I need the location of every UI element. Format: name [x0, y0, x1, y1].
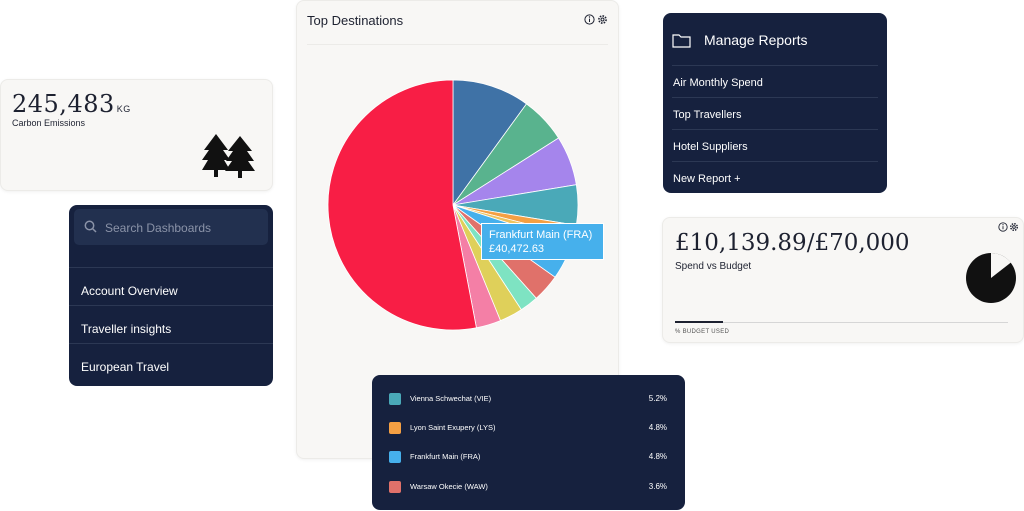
spend-vs-budget-card: £10,139.89/£70,000 Spend vs Budget % BUD… [662, 217, 1024, 343]
report-hotel-suppliers[interactable]: Hotel Suppliers [672, 129, 878, 161]
folder-icon [672, 33, 691, 48]
budget-pie-icon [966, 253, 1016, 303]
legend-percent: 4.8% [648, 423, 667, 432]
carbon-label: Carbon Emissions [12, 118, 86, 128]
pie-tooltip: Frankfurt Main (FRA) £40,472.63 [481, 223, 604, 260]
manage-reports-card: Manage Reports Air Monthly Spend Top Tra… [663, 13, 887, 193]
legend-row: Vienna Schwechat (VIE) 5.2% [389, 393, 669, 423]
tooltip-value: £40,472.63 [489, 243, 545, 255]
gear-icon[interactable] [1009, 222, 1019, 232]
card-title: Top Destinations [307, 13, 404, 28]
legend-name: Frankfurt Main (FRA) [410, 452, 481, 461]
pie-slice[interactable] [327, 79, 477, 331]
legend-percent: 4.8% [648, 452, 667, 461]
legend-swatch [389, 481, 401, 493]
spend-label: Spend vs Budget [675, 261, 752, 272]
carbon-emissions-card: 245,483 KG Carbon Emissions [0, 79, 273, 191]
search-icon [84, 220, 97, 233]
trees-icon [202, 134, 255, 178]
legend-name: Warsaw Okecie (WAW) [410, 482, 488, 491]
legend-percent: 5.2% [648, 394, 667, 403]
carbon-value: 245,483 KG [12, 90, 131, 118]
legend-row: Warsaw Okecie (WAW) 3.6% [389, 481, 669, 511]
pie-slice[interactable] [452, 79, 528, 207]
divider [307, 44, 608, 45]
tooltip-name: Frankfurt Main (FRA) [489, 229, 593, 241]
nav-item-account-overview[interactable]: Account Overview [69, 267, 273, 305]
legend-swatch [389, 422, 401, 434]
legend-row: Frankfurt Main (FRA) 4.8% [389, 451, 669, 481]
info-icon[interactable] [584, 14, 595, 25]
legend-swatch [389, 451, 401, 463]
gear-icon[interactable] [597, 14, 608, 25]
legend-name: Lyon Saint Exupery (LYS) [410, 423, 496, 432]
budget-caption: % BUDGET USED [675, 329, 730, 335]
legend-swatch [389, 393, 401, 405]
report-air-monthly-spend[interactable]: Air Monthly Spend [672, 65, 878, 97]
legend-percent: 3.6% [648, 482, 667, 491]
report-top-travellers[interactable]: Top Travellers [672, 97, 878, 129]
carbon-unit: KG [116, 104, 131, 114]
dashboard-nav-card: Search Dashboards Account Overview Trave… [69, 205, 273, 386]
search-placeholder: Search Dashboards [105, 221, 212, 235]
budget-progress-bar [675, 321, 1008, 323]
nav-item-traveller-insights[interactable]: Traveller insights [69, 305, 273, 343]
reports-title: Manage Reports [704, 32, 808, 48]
legend-name: Vienna Schwechat (VIE) [410, 394, 492, 403]
new-report-button[interactable]: New Report + [672, 161, 878, 193]
info-icon[interactable] [998, 222, 1008, 232]
nav-item-european-travel[interactable]: European Travel [69, 343, 273, 381]
budget-progress-fill [675, 321, 724, 323]
destinations-legend-card: Vienna Schwechat (VIE) 5.2% Lyon Saint Exu… [372, 375, 685, 510]
legend-row: Lyon Saint Exupery (LYS) 4.8% [389, 422, 669, 452]
search-input[interactable]: Search Dashboards [74, 209, 268, 245]
spend-value: £10,139.89/£70,000 [675, 230, 910, 256]
